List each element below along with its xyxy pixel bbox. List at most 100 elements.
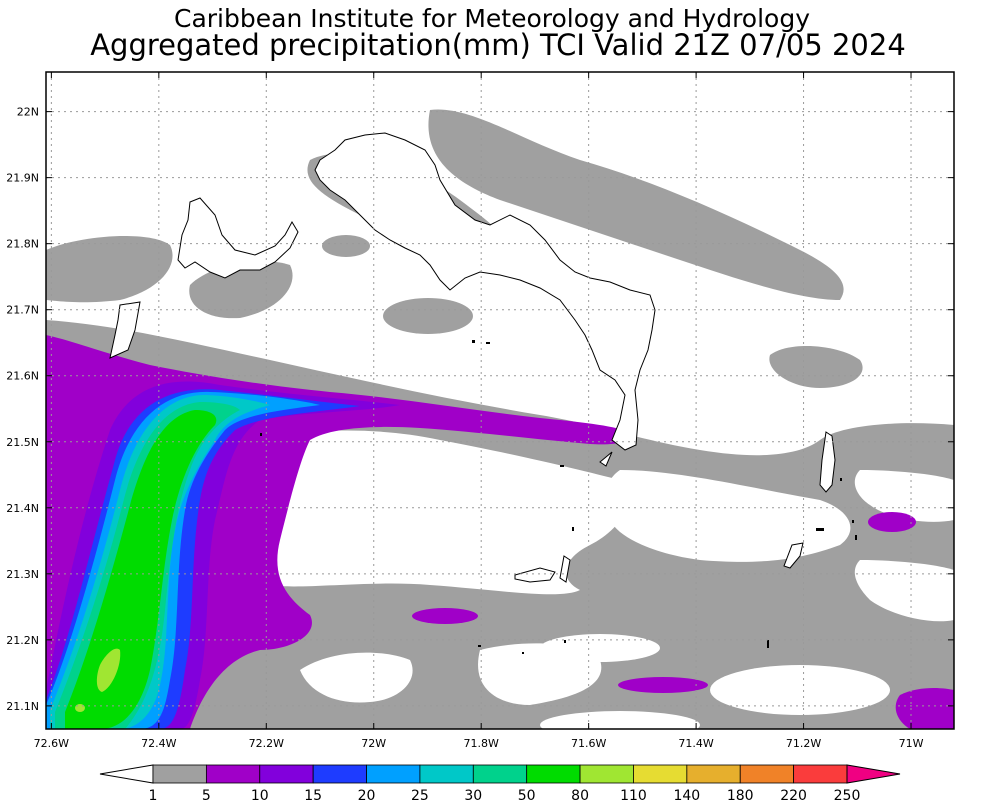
purple-spot-4 [895,687,954,729]
white-hole-east [604,470,851,562]
island-caicos-bank-north [314,132,656,451]
graticule [46,72,954,729]
colorbar-swatch [312,764,367,784]
islet-4 [564,640,566,643]
islet-11 [855,535,857,540]
lat-tick-label: 22N [17,106,39,119]
islet-10 [852,520,854,523]
colorbar-level-label: 250 [834,788,861,800]
gray-blob-caicos [189,261,293,319]
lon-tick-label: 71.2W [786,737,821,750]
island-grand-turk [819,431,836,493]
colorbar-level-label: 110 [620,788,647,800]
colorbar-level-label: 10 [251,788,269,800]
colorbar-swatch [793,764,848,784]
institute-title: Caribbean Institute for Meteorology and … [174,4,810,33]
lat-tick-label: 21.2N [6,634,39,647]
axis-ticks: 22N 21.9N 21.8N 21.7N 21.6N 21.5N 21.4N 21.3N 21… [6,72,954,750]
islet-1 [472,340,475,343]
colorbar-level-label: 25 [411,788,429,800]
island-ambergris [559,555,571,583]
colorbar-level-label: 15 [304,788,322,800]
colorbar-level-label: 30 [464,788,482,800]
colorbar-swatch [739,764,795,784]
coastlines [109,132,836,583]
colorbar-over-triangle [846,764,901,784]
lat-tick-label: 21.3N [6,568,39,581]
gray-blob-west [46,235,173,303]
colorbar-swatch [472,764,528,784]
island-cay-south [514,567,556,583]
gray-band-north [428,109,844,300]
colorbar: 1 5 10 15 20 25 30 50 80 110 140 180 220 250 [99,764,901,800]
lon-tick-label: 71.4W [678,737,713,750]
islet-13 [260,433,262,436]
map-field [46,72,954,729]
lat-tick-label: 21.5N [6,436,39,449]
gray-blob-small [322,235,370,257]
colorbar-level-label: 140 [673,788,700,800]
plot-frame [45,71,955,730]
colorbar-level-label: 5 [202,788,211,800]
lon-tick-label: 72.6W [34,737,69,750]
colorbar-swatch [205,764,261,784]
lon-tick-label: 71.8W [464,737,499,750]
island-east-cay [599,451,613,467]
lon-tick-label: 72.2W [249,737,284,750]
product-title: Aggregated precipitation(mm) TCI Valid 2… [90,28,906,62]
lat-tick-label: 21.7N [6,304,39,317]
lat-tick-label: 21.9N [6,172,39,185]
purple-spot-2 [618,677,708,693]
colorbar-swatch [579,764,634,784]
islet-3 [572,527,574,531]
colorbar-under-triangle [99,764,154,784]
lat-tick-label: 21.8N [6,238,39,251]
white-hole-se2 [710,665,890,715]
islet-9 [840,478,842,481]
colorbar-level-label: 180 [727,788,754,800]
white-hole-south [300,652,413,703]
white-hole-far-east [854,470,954,522]
island-salt-cay [783,542,804,569]
lon-tick-label: 72W [361,737,386,750]
white-hole-se3 [540,711,700,729]
colorbar-level-label: 1 [149,788,158,800]
islets [260,340,857,654]
purple-spot-3 [868,512,916,532]
purple-spot-1 [412,608,478,624]
colorbar-level-label: 50 [518,788,536,800]
colorbar-swatch [152,764,207,784]
lat-tick-label: 21.1N [6,700,39,713]
islet-2 [486,342,490,344]
islet-7 [560,465,564,467]
colorbar-swatch [633,764,688,784]
colorbar-swatch [686,764,741,784]
colorbar-swatch [366,764,421,784]
lat-tick-label: 21.6N [6,370,39,383]
precip-band-50-80 [65,410,217,729]
colorbar-level-label: 80 [571,788,589,800]
islet-5 [522,652,524,654]
islet-6 [767,640,769,648]
colorbar-swatch [259,764,314,784]
colorbar-level-label: 20 [358,788,376,800]
island-providenciales [177,197,299,279]
lat-tick-label: 21.4N [6,502,39,515]
white-hole-east2 [854,560,954,622]
gray-blob-center [383,298,473,334]
lon-tick-label: 72.4W [141,737,176,750]
white-hole-se [478,643,602,705]
lon-tick-label: 71.6W [571,737,606,750]
precip-band-below-1 [46,430,954,729]
precip-band-80-110 [96,648,121,692]
colorbar-swatch [419,764,474,784]
lime-spot [75,704,85,712]
gray-blob-east [769,345,863,388]
island-west-caicos [109,301,141,359]
white-hole-center [247,430,629,595]
islet-8 [816,528,824,531]
lon-tick-label: 71W [899,737,924,750]
colorbar-level-label: 220 [780,788,807,800]
colorbar-swatch [526,764,581,784]
